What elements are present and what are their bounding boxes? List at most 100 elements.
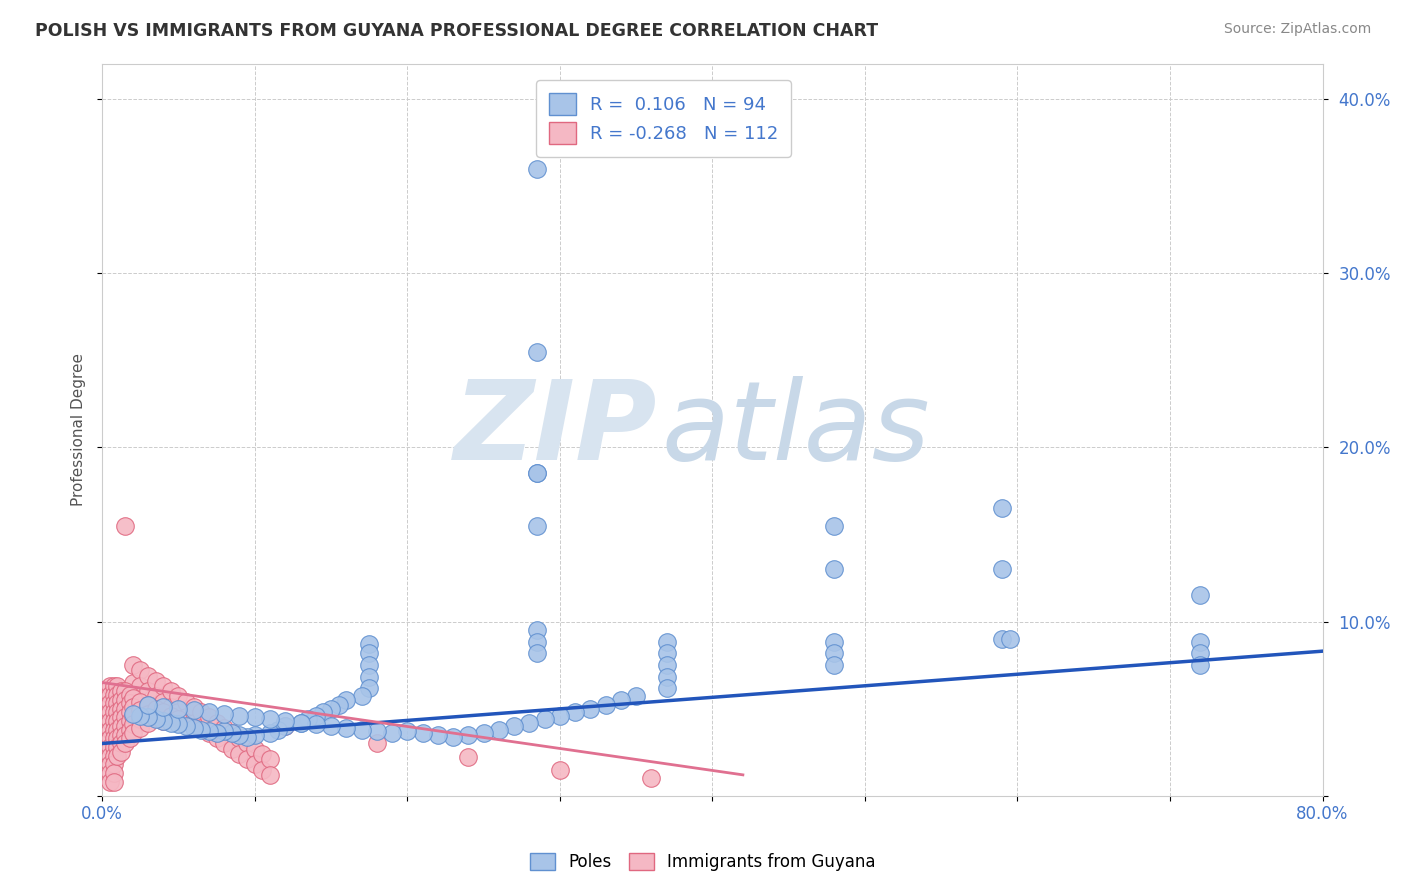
Point: [274, 719, 297, 733]
Point: [221, 726, 243, 740]
Point: [823, 518, 845, 533]
Point: [160, 699, 183, 714]
Point: [359, 681, 381, 695]
Point: [103, 757, 125, 772]
Point: [118, 705, 141, 719]
Point: [110, 710, 132, 724]
Point: [103, 739, 125, 754]
Point: [152, 695, 174, 709]
Point: [103, 748, 125, 763]
Point: [319, 701, 342, 715]
Point: [98, 766, 121, 780]
Point: [98, 748, 121, 763]
Point: [129, 703, 152, 717]
Point: [183, 703, 205, 717]
Point: [110, 684, 132, 698]
Point: [221, 726, 243, 740]
Point: [110, 745, 132, 759]
Point: [103, 723, 125, 737]
Point: [335, 693, 357, 707]
Point: [121, 706, 143, 721]
Point: [114, 701, 136, 715]
Point: [366, 737, 388, 751]
Point: [114, 737, 136, 751]
Point: [129, 695, 152, 709]
Point: [359, 637, 381, 651]
Point: [526, 161, 548, 176]
Point: [205, 715, 228, 730]
Point: [136, 698, 159, 713]
Point: [991, 632, 1014, 646]
Point: [655, 670, 678, 684]
Point: [152, 714, 174, 728]
Point: [655, 658, 678, 673]
Point: [114, 518, 136, 533]
Point: [526, 467, 548, 481]
Point: [107, 679, 129, 693]
Point: [350, 723, 373, 737]
Point: [198, 705, 221, 719]
Point: [129, 721, 152, 735]
Point: [396, 724, 419, 739]
Point: [107, 748, 129, 763]
Point: [121, 691, 143, 706]
Point: [121, 658, 143, 673]
Point: [121, 717, 143, 731]
Point: [145, 673, 167, 688]
Point: [998, 632, 1021, 646]
Point: [205, 731, 228, 746]
Point: [114, 693, 136, 707]
Point: [243, 728, 266, 742]
Point: [198, 726, 221, 740]
Point: [228, 747, 250, 761]
Point: [624, 690, 647, 704]
Point: [526, 646, 548, 660]
Point: [118, 714, 141, 728]
Point: [160, 684, 183, 698]
Point: [426, 728, 449, 742]
Point: [98, 679, 121, 693]
Point: [533, 712, 555, 726]
Point: [114, 719, 136, 733]
Point: [457, 750, 479, 764]
Point: [526, 467, 548, 481]
Point: [579, 701, 602, 715]
Point: [152, 705, 174, 719]
Point: [98, 688, 121, 702]
Point: [136, 715, 159, 730]
Point: [190, 721, 212, 735]
Point: [457, 728, 479, 742]
Point: [228, 728, 250, 742]
Point: [174, 719, 197, 733]
Point: [107, 688, 129, 702]
Point: [290, 715, 312, 730]
Point: [98, 774, 121, 789]
Point: [359, 658, 381, 673]
Point: [152, 699, 174, 714]
Point: [167, 690, 190, 704]
Point: [335, 721, 357, 735]
Point: [167, 705, 190, 719]
Point: [107, 723, 129, 737]
Point: [198, 724, 221, 739]
Point: [526, 624, 548, 638]
Point: [107, 705, 129, 719]
Point: [121, 699, 143, 714]
Point: [548, 763, 571, 777]
Point: [167, 701, 190, 715]
Point: [129, 712, 152, 726]
Point: [183, 721, 205, 735]
Point: [228, 731, 250, 746]
Text: ZIP: ZIP: [454, 376, 658, 483]
Point: [359, 646, 381, 660]
Point: [98, 705, 121, 719]
Text: atlas: atlas: [661, 376, 929, 483]
Point: [297, 712, 319, 726]
Point: [110, 737, 132, 751]
Point: [548, 708, 571, 723]
Point: [366, 724, 388, 739]
Point: [1189, 635, 1212, 649]
Point: [266, 723, 288, 737]
Point: [136, 710, 159, 724]
Point: [564, 705, 586, 719]
